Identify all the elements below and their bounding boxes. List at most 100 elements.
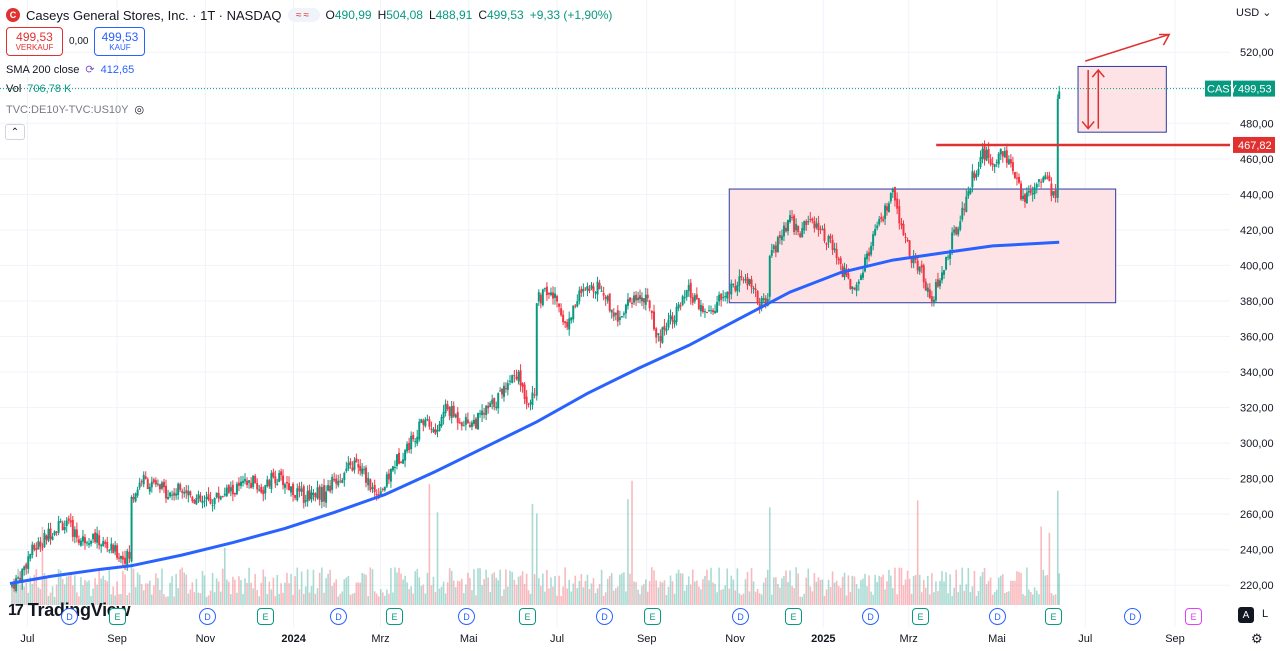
earnings-marker[interactable]: E [785, 608, 802, 625]
hidden-eye-icon[interactable]: ◎ [134, 104, 145, 116]
sell-button[interactable]: 499,53 VERKAUF [6, 27, 63, 56]
volume-bar [171, 576, 173, 605]
dividend-marker[interactable]: D [862, 608, 879, 625]
auto-scale-button[interactable]: A [1238, 607, 1254, 623]
volume-bar [698, 586, 700, 605]
earnings-marker[interactable]: E [912, 608, 929, 625]
candle-body [365, 467, 368, 483]
candle-body [460, 422, 463, 426]
dividend-marker[interactable]: D [989, 608, 1006, 625]
candle-body [951, 232, 954, 250]
candle-body [276, 483, 279, 485]
symbol-title[interactable]: Caseys General Stores, Inc. · 1T · NASDA… [26, 7, 282, 23]
volume-bar [694, 581, 696, 605]
candle-body [669, 315, 672, 320]
dividend-marker[interactable]: D [596, 608, 613, 625]
volume-bar [426, 572, 429, 605]
volume-bar [337, 596, 340, 605]
volume-bar [369, 567, 372, 605]
volume-bar [365, 574, 367, 605]
volume-bar [933, 592, 935, 605]
volume-bar [888, 569, 890, 605]
candle-body [327, 485, 330, 491]
volume-bar [371, 569, 374, 605]
dividend-marker[interactable]: D [199, 608, 216, 625]
dividend-marker[interactable]: D [732, 608, 749, 625]
volume-bar [57, 569, 60, 605]
candle-body [969, 189, 972, 194]
volume-bar [477, 568, 479, 605]
volume-bar [724, 585, 727, 605]
candle-body [21, 569, 24, 583]
volume-bar [809, 586, 812, 605]
compare-indicator-legend[interactable]: TVC:DE10Y-TVC:US10Y ◎ [6, 103, 145, 117]
candle-body [489, 403, 492, 408]
candle-body [989, 158, 992, 165]
earnings-marker[interactable]: E [644, 608, 661, 625]
candle-body [568, 318, 571, 330]
candle-body [27, 556, 30, 569]
volume-bar [507, 586, 509, 605]
volume-bar [173, 596, 175, 605]
y-tick-label: 420,00 [1240, 225, 1274, 237]
earnings-marker[interactable]: E [257, 608, 274, 625]
earnings-marker[interactable]: E [1045, 608, 1062, 625]
volume-bar [53, 596, 56, 605]
candle-body [640, 297, 643, 302]
currency-selector[interactable]: USD ⌄ [1236, 6, 1272, 20]
volume-bar [118, 594, 120, 605]
candle-body [268, 480, 271, 487]
settings-gear-icon[interactable]: ⚙ [1251, 631, 1263, 646]
candle-body [835, 249, 838, 259]
sma-indicator-legend[interactable]: SMA 200 close ⟳ 412,65 [6, 63, 134, 77]
projection-arrow-head [1159, 33, 1171, 46]
volume-bar [404, 575, 406, 605]
candle-body [644, 294, 647, 305]
candle-body [797, 225, 800, 233]
collapse-legend-button[interactable]: ⌃ [5, 124, 25, 140]
earnings-marker[interactable]: E [1185, 608, 1202, 625]
volume-bar [159, 589, 161, 605]
volume-indicator-legend[interactable]: Vol 706,78 K [6, 83, 71, 95]
dividend-marker[interactable]: D [61, 608, 78, 625]
volume-bar [55, 584, 58, 605]
volume-bar [155, 573, 157, 605]
dividend-marker[interactable]: D [458, 608, 475, 625]
volume-bar [199, 593, 202, 605]
candle-body [256, 483, 259, 490]
candle-body [171, 494, 174, 496]
candle-body [283, 484, 286, 488]
market-status-icon[interactable]: ≈≈ [287, 8, 320, 22]
volume-bar [341, 591, 344, 605]
down-arrow-head [1081, 121, 1095, 130]
dividend-marker[interactable]: D [1124, 608, 1141, 625]
candle-body [667, 319, 670, 328]
refresh-icon[interactable]: ⟳ [85, 64, 95, 76]
volume-bar [681, 573, 684, 605]
candle-body [752, 287, 755, 290]
earnings-marker[interactable]: E [386, 608, 403, 625]
volume-bar [230, 594, 232, 605]
candle-body [501, 389, 504, 395]
earnings-marker[interactable]: E [519, 608, 536, 625]
volume-bar [673, 593, 676, 605]
candle-body [29, 553, 32, 559]
volume-bar [165, 596, 167, 605]
candle-body [947, 256, 950, 258]
earnings-marker[interactable]: E [109, 608, 126, 625]
volume-bar [639, 594, 641, 605]
buy-button[interactable]: 499,53 KAUF [94, 27, 146, 56]
candle-body [1050, 183, 1053, 196]
candle-body [57, 521, 60, 533]
candle-body [288, 483, 291, 491]
volume-bar [1004, 592, 1006, 605]
dividend-marker[interactable]: D [330, 608, 347, 625]
candle-body [590, 284, 593, 289]
volume-bar [248, 567, 250, 605]
volume-bar [343, 579, 346, 605]
log-scale-button[interactable]: L [1262, 608, 1269, 620]
volume-bar [318, 572, 321, 605]
candle-body [428, 419, 431, 427]
candle-body [1044, 175, 1047, 180]
